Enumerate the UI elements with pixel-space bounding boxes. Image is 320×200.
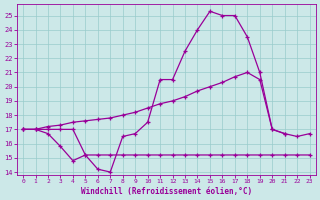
X-axis label: Windchill (Refroidissement éolien,°C): Windchill (Refroidissement éolien,°C): [81, 187, 252, 196]
